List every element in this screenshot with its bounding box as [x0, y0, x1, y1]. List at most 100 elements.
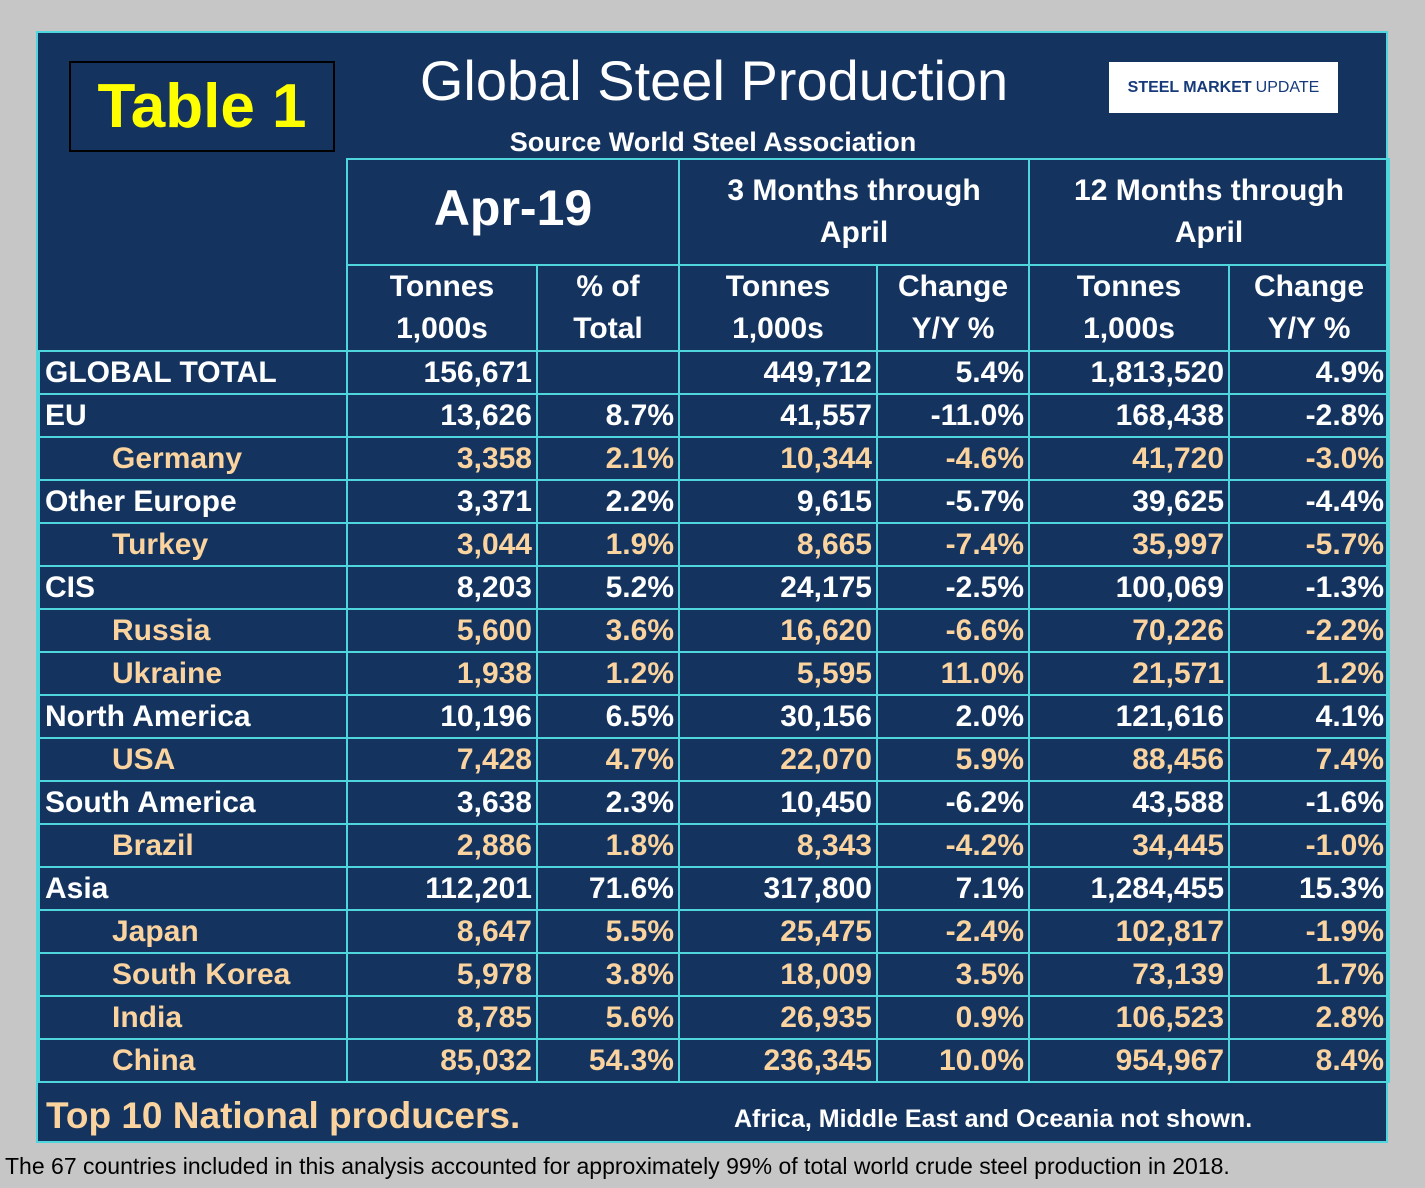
table-row: Ukraine 1,938 1.2% 5,595 11.0% 21,571 1.2%: [38, 651, 1391, 696]
three-month-tonnes-cell: 10,450: [678, 780, 878, 825]
apr-pct-cell: [536, 350, 680, 395]
apr-tonnes-cell: 5,600: [346, 608, 538, 653]
logo-word-update: UPDATE: [1255, 78, 1320, 96]
col-header-text: 1,000s: [396, 312, 488, 345]
apr-pct-cell: 1.9%: [536, 522, 680, 567]
col-header-text: 1,000s: [732, 312, 824, 345]
region-name: GLOBAL TOTAL: [38, 350, 348, 395]
three-month-tonnes-cell: 18,009: [678, 952, 878, 997]
table-row: China 85,032 54.3% 236,345 10.0% 954,967 8.4%: [38, 1038, 1391, 1083]
twelve-month-change-cell: 4.1%: [1228, 694, 1391, 739]
three-month-change-cell: 7.1%: [875, 866, 1031, 911]
region-name: North America: [38, 694, 348, 739]
twelve-month-change-cell: -2.2%: [1228, 608, 1391, 653]
twelve-month-change-cell: -2.8%: [1228, 393, 1391, 438]
twelve-month-tonnes-cell: 39,625: [1028, 479, 1231, 524]
region-name: Turkey: [38, 522, 348, 567]
footer-regions-note: Africa, Middle East and Oceania not show…: [734, 1105, 1253, 1133]
period-12m-line2: April: [1174, 216, 1244, 249]
period-3m-line2: April: [819, 216, 889, 249]
table-row: Germany 3,358 2.1% 10,344 -4.6% 41,720 -3.0%: [38, 436, 1391, 481]
col-header-text: Tonnes: [389, 270, 495, 303]
apr-tonnes-cell: 10,196: [346, 694, 538, 739]
header-period-apr: Apr-19: [346, 158, 680, 266]
three-month-tonnes-cell: 41,557: [678, 393, 878, 438]
three-month-tonnes-cell: 449,712: [678, 350, 878, 395]
twelve-month-tonnes-cell: 21,571: [1028, 651, 1231, 696]
table-row: Brazil 2,886 1.8% 8,343 -4.2% 34,445 -1.0%: [38, 823, 1391, 868]
twelve-month-tonnes-cell: 100,069: [1028, 565, 1231, 610]
three-month-change-cell: -11.0%: [875, 393, 1031, 438]
region-name: South America: [38, 780, 348, 825]
table-row: GLOBAL TOTAL 156,671 449,712 5.4% 1,813,520 4…: [38, 350, 1391, 395]
three-month-tonnes-cell: 8,665: [678, 522, 878, 567]
logo-word-market: MARKET: [1183, 78, 1252, 96]
twelve-month-change-cell: 15.3%: [1228, 866, 1391, 911]
three-month-change-cell: -6.2%: [875, 780, 1031, 825]
header-blank-cell: [39, 159, 348, 352]
table-row: Turkey 3,044 1.9% 8,665 -7.4% 35,997 -5.7%: [38, 522, 1391, 567]
three-month-tonnes-cell: 8,343: [678, 823, 878, 868]
twelve-month-change-cell: -1.0%: [1228, 823, 1391, 868]
twelve-month-tonnes-cell: 106,523: [1028, 995, 1231, 1040]
apr-pct-cell: 54.3%: [536, 1038, 680, 1083]
three-month-change-cell: -4.6%: [875, 436, 1031, 481]
twelve-month-tonnes-cell: 34,445: [1028, 823, 1231, 868]
region-name: China: [38, 1038, 348, 1083]
region-name: Other Europe: [38, 479, 348, 524]
three-month-tonnes-cell: 236,345: [678, 1038, 878, 1083]
col-header-text: Change: [898, 270, 1009, 303]
period-3m-line1: 3 Months through: [727, 174, 981, 207]
twelve-month-tonnes-cell: 73,139: [1028, 952, 1231, 997]
three-month-tonnes-cell: 22,070: [678, 737, 878, 782]
twelve-month-change-cell: 2.8%: [1228, 995, 1391, 1040]
three-month-change-cell: -5.7%: [875, 479, 1031, 524]
region-name: South Korea: [38, 952, 348, 997]
twelve-month-tonnes-cell: 168,438: [1028, 393, 1231, 438]
source-subtitle: Source World Steel Association: [509, 127, 917, 157]
apr-pct-cell: 8.7%: [536, 393, 680, 438]
region-name: USA: [38, 737, 348, 782]
three-month-change-cell: 5.4%: [875, 350, 1031, 395]
col-header-text: Tonnes: [1076, 270, 1182, 303]
twelve-month-tonnes-cell: 43,588: [1028, 780, 1231, 825]
col-header-12m-tonnes: Tonnes 1,000s: [1028, 264, 1231, 352]
twelve-month-change-cell: -1.3%: [1228, 565, 1391, 610]
apr-pct-cell: 71.6%: [536, 866, 680, 911]
apr-tonnes-cell: 3,638: [346, 780, 538, 825]
header-row-columns: Tonnes 1,000s % of Total Tonnes 1,000s C…: [39, 264, 1391, 352]
twelve-month-change-cell: -4.4%: [1228, 479, 1391, 524]
three-month-change-cell: -7.4%: [875, 522, 1031, 567]
twelve-month-change-cell: 8.4%: [1228, 1038, 1391, 1083]
table-panel: Table 1 Global Steel Production Source W…: [36, 31, 1391, 1143]
region-name: Ukraine: [38, 651, 348, 696]
apr-pct-cell: 6.5%: [536, 694, 680, 739]
table-row: Japan 8,647 5.5% 25,475 -2.4% 102,817 -1.9%: [38, 909, 1391, 954]
three-month-tonnes-cell: 26,935: [678, 995, 878, 1040]
apr-pct-cell: 5.5%: [536, 909, 680, 954]
three-month-tonnes-cell: 25,475: [678, 909, 878, 954]
three-month-change-cell: -6.6%: [875, 608, 1031, 653]
table-row: USA 7,428 4.7% 22,070 5.9% 88,456 7.4%: [38, 737, 1391, 782]
three-month-change-cell: -2.4%: [875, 909, 1031, 954]
twelve-month-tonnes-cell: 88,456: [1028, 737, 1231, 782]
steel-market-update-logo: STEEL MARKET UPDATE: [1109, 62, 1338, 113]
apr-tonnes-cell: 1,938: [346, 651, 538, 696]
twelve-month-change-cell: -5.7%: [1228, 522, 1391, 567]
apr-pct-cell: 5.6%: [536, 995, 680, 1040]
page-title: Global Steel Production: [419, 49, 1009, 112]
apr-tonnes-cell: 85,032: [346, 1038, 538, 1083]
three-month-tonnes-cell: 317,800: [678, 866, 878, 911]
region-name: Germany: [38, 436, 348, 481]
col-header-12m-change: Change Y/Y %: [1228, 264, 1391, 352]
col-header-text: % of: [576, 270, 640, 303]
twelve-month-tonnes-cell: 1,284,455: [1028, 866, 1231, 911]
three-month-tonnes-cell: 5,595: [678, 651, 878, 696]
twelve-month-tonnes-cell: 41,720: [1028, 436, 1231, 481]
col-header-text: Y/Y %: [911, 312, 995, 345]
twelve-month-tonnes-cell: 102,817: [1028, 909, 1231, 954]
apr-pct-cell: 4.7%: [536, 737, 680, 782]
three-month-change-cell: 11.0%: [875, 651, 1031, 696]
table-row: Other Europe 3,371 2.2% 9,615 -5.7% 39,625 -4.…: [38, 479, 1391, 524]
apr-tonnes-cell: 3,371: [346, 479, 538, 524]
